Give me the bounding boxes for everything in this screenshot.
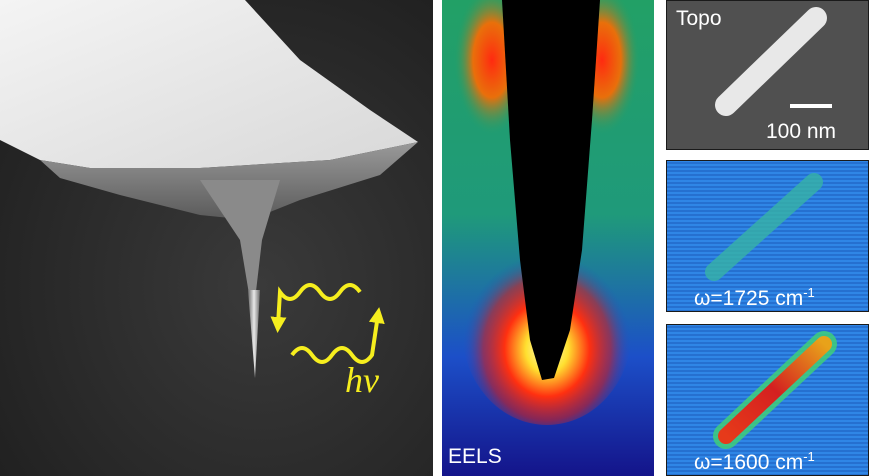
map1725-graphic — [666, 160, 869, 312]
nanorod — [715, 7, 827, 116]
photon-arrow-in — [270, 283, 362, 333]
photon-label: hv — [345, 360, 379, 400]
nanoir-map-1600: ω=1600 cm-1 — [666, 324, 869, 476]
topography-graphic — [666, 0, 869, 150]
map1600-rod — [718, 336, 832, 444]
tip-needle — [248, 290, 260, 378]
scale-bar — [790, 104, 832, 108]
topography-image: Topo 100 nm — [666, 0, 869, 150]
map1600-label: ω=1600 cm-1 — [694, 449, 815, 474]
map1725-rod — [705, 173, 823, 281]
tip-pyramid — [200, 180, 280, 300]
sem-tip-graphic — [0, 0, 433, 476]
map1725-label: ω=1725 cm-1 — [694, 285, 815, 310]
photon-arrow-out — [290, 307, 385, 364]
topo-label: Topo — [676, 7, 722, 30]
sem-tip-image: hv — [0, 0, 433, 476]
eels-map: EELS — [442, 0, 654, 476]
eels-graphic — [442, 0, 654, 476]
eels-label: EELS — [448, 445, 502, 468]
map1600-graphic — [666, 324, 869, 476]
cantilever-plate — [0, 0, 418, 168]
eels-tip-silhouette — [502, 0, 600, 380]
nanoir-map-1725: ω=1725 cm-1 — [666, 160, 869, 312]
map1725-background — [666, 160, 869, 312]
scale-bar-label: 100 nm — [766, 120, 837, 143]
